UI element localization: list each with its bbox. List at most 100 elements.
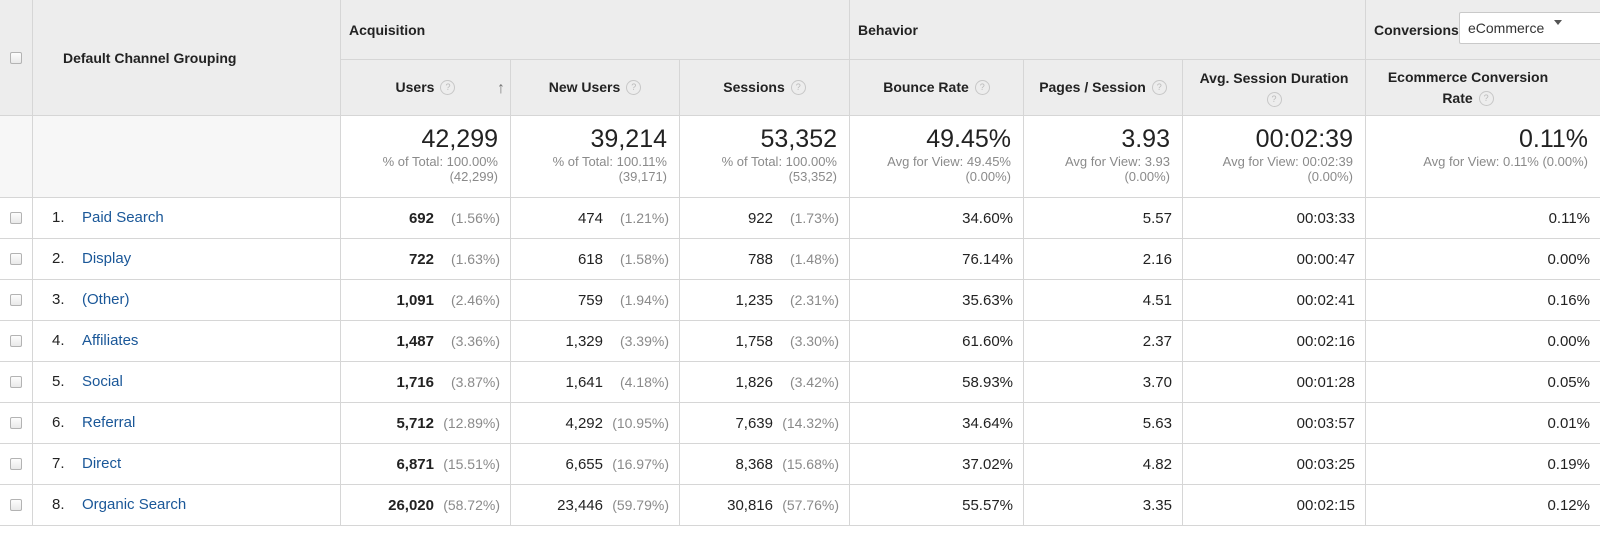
help-icon[interactable]: ? xyxy=(1266,92,1282,107)
avg-session-duration-value: 00:03:33 xyxy=(1296,209,1355,227)
row-checkbox[interactable] xyxy=(10,417,22,429)
help-icon[interactable]: ? xyxy=(790,80,806,95)
cell-new-users: 4,292 (10.95%) xyxy=(511,403,680,444)
sessions-value: 8,368 xyxy=(735,455,773,473)
channel-link[interactable]: Affiliates xyxy=(82,332,139,349)
help-icon[interactable]: ? xyxy=(974,80,990,95)
conversions-type-select[interactable]: eCommerce xyxy=(1459,12,1600,44)
total-sessions-value: 53,352 xyxy=(760,125,837,153)
cell-conversion-rate: 0.16% xyxy=(1366,280,1600,321)
column-header-sessions-label: Sessions xyxy=(723,79,785,95)
cell-sessions: 1,826 (3.42%) xyxy=(680,362,850,403)
column-header-pages-session[interactable]: Pages / Session ? xyxy=(1024,60,1183,116)
cell-users: 1,487 (3.36%) xyxy=(341,321,511,362)
row-checkbox[interactable] xyxy=(10,253,22,265)
sessions-share: (57.76%) xyxy=(782,497,839,513)
dimension-header[interactable]: Default Channel Grouping xyxy=(33,0,341,116)
bounce-rate-value: 55.57% xyxy=(962,496,1013,514)
cell-bounce-rate: 34.64% xyxy=(850,403,1024,444)
column-header-bounce-rate[interactable]: Bounce Rate ? xyxy=(850,60,1024,116)
bounce-rate-value: 34.64% xyxy=(962,414,1013,432)
row-rank: 5. xyxy=(52,373,65,390)
row-checkbox[interactable] xyxy=(10,458,22,470)
help-icon[interactable]: ? xyxy=(626,80,642,95)
sessions-value: 788 xyxy=(747,250,773,268)
cell-users: 1,716 (3.87%) xyxy=(341,362,511,403)
new-users-share: (3.39%) xyxy=(619,333,669,349)
column-header-users[interactable]: Users ? ↑ xyxy=(341,60,511,116)
cell-users: 6,871 (15.51%) xyxy=(341,444,511,485)
row-checkbox-cell xyxy=(0,239,33,280)
sessions-value: 1,235 xyxy=(735,291,773,309)
cell-conversion-rate: 0.00% xyxy=(1366,321,1600,362)
total-pages-session-value: 3.93 xyxy=(1121,125,1170,153)
row-dimension-cell: 1. Paid Search xyxy=(33,198,341,239)
total-ecommerce-conversion-rate-avg: Avg for View: 0.11% (0.00%) xyxy=(1423,154,1588,169)
cell-sessions: 1,235 (2.31%) xyxy=(680,280,850,321)
new-users-value: 4,292 xyxy=(565,414,603,432)
sessions-value: 7,639 xyxy=(735,414,773,432)
cell-pages-session: 2.16 xyxy=(1024,239,1183,280)
row-dimension-cell: 6. Referral xyxy=(33,403,341,444)
sort-ascending-icon[interactable]: ↑ xyxy=(497,80,505,97)
pages-session-value: 3.35 xyxy=(1142,496,1172,514)
row-checkbox-cell xyxy=(0,485,33,526)
users-share: (12.89%) xyxy=(443,415,500,431)
column-header-bounce-rate-label: Bounce Rate xyxy=(883,79,969,95)
total-avg-session-duration: 00:02:39 Avg for View: 00:02:39 (0.00%) xyxy=(1183,116,1366,198)
select-all-checkbox[interactable] xyxy=(10,51,22,64)
row-checkbox[interactable] xyxy=(10,294,22,306)
sessions-share: (2.31%) xyxy=(789,292,839,308)
new-users-value: 6,655 xyxy=(565,455,603,473)
total-sessions-share: % of Total: 100.00% xyxy=(721,154,837,169)
total-new-users: 39,214 % of Total: 100.11% (39,171) xyxy=(511,116,680,198)
channel-link[interactable]: Display xyxy=(82,250,132,267)
row-checkbox-cell xyxy=(0,362,33,403)
conversion-rate-value: 0.16% xyxy=(1547,291,1590,309)
cell-sessions: 8,368 (15.68%) xyxy=(680,444,850,485)
conversion-rate-value: 0.05% xyxy=(1547,373,1590,391)
total-avg-session-duration-avg: Avg for View: 00:02:39 xyxy=(1222,154,1353,169)
row-checkbox[interactable] xyxy=(10,499,22,511)
row-checkbox-cell xyxy=(0,321,33,362)
channel-link[interactable]: Referral xyxy=(82,414,136,431)
bounce-rate-value: 76.14% xyxy=(962,250,1013,268)
new-users-share: (1.58%) xyxy=(619,251,669,267)
cell-pages-session: 4.82 xyxy=(1024,444,1183,485)
cell-sessions: 7,639 (14.32%) xyxy=(680,403,850,444)
pages-session-value: 5.63 xyxy=(1142,414,1172,432)
row-checkbox[interactable] xyxy=(10,376,22,388)
row-checkbox[interactable] xyxy=(10,212,22,224)
group-acquisition-label: Acquisition xyxy=(349,21,426,38)
row-checkbox[interactable] xyxy=(10,335,22,347)
totals-checkbox-cell xyxy=(0,116,33,198)
cell-conversion-rate: 0.00% xyxy=(1366,239,1600,280)
cell-bounce-rate: 37.02% xyxy=(850,444,1024,485)
conversion-rate-value: 0.12% xyxy=(1547,496,1590,514)
help-icon[interactable]: ? xyxy=(1478,91,1494,107)
conversion-rate-value: 0.11% xyxy=(1548,209,1590,227)
channel-link[interactable]: Organic Search xyxy=(82,496,187,513)
help-icon[interactable]: ? xyxy=(1151,80,1167,95)
pages-session-value: 2.37 xyxy=(1142,332,1172,350)
cell-conversion-rate: 0.12% xyxy=(1366,485,1600,526)
channel-link[interactable]: Social xyxy=(82,373,123,390)
total-users-value: 42,299 xyxy=(421,125,498,153)
users-value: 5,712 xyxy=(396,414,434,432)
group-conversions-label: Conversions xyxy=(1374,21,1459,38)
column-header-avg-session-duration[interactable]: Avg. Session Duration ? xyxy=(1183,60,1366,116)
total-bounce-rate-value: 49.45% xyxy=(926,125,1011,153)
column-header-ecommerce-conversion-rate[interactable]: Ecommerce Conversion Rate? xyxy=(1366,60,1600,116)
row-dimension-cell: 3. (Other) xyxy=(33,280,341,321)
users-share: (1.56%) xyxy=(450,210,500,226)
help-icon[interactable]: ? xyxy=(440,80,456,95)
chevron-down-icon[interactable] xyxy=(1554,20,1562,25)
row-dimension-cell: 2. Display xyxy=(33,239,341,280)
column-header-new-users[interactable]: New Users ? xyxy=(511,60,680,116)
channel-link[interactable]: Paid Search xyxy=(82,209,164,226)
channel-link[interactable]: (Other) xyxy=(82,291,130,308)
cell-users: 692 (1.56%) xyxy=(341,198,511,239)
sessions-share: (14.32%) xyxy=(782,415,839,431)
channel-link[interactable]: Direct xyxy=(82,455,122,472)
column-header-sessions[interactable]: Sessions ? xyxy=(680,60,850,116)
